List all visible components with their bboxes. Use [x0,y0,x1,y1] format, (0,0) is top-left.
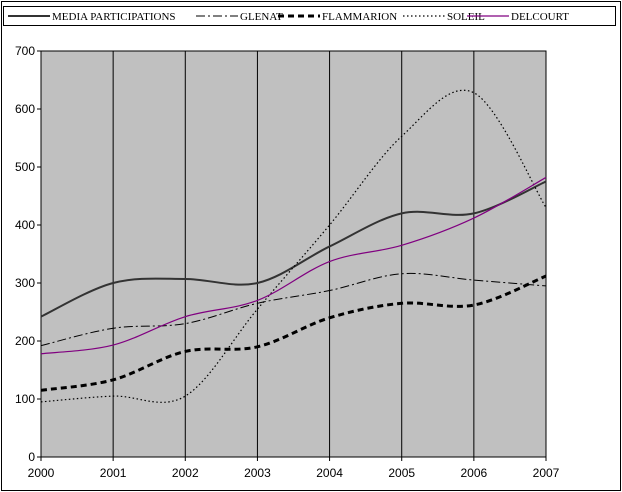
y-tick-label: 500 [15,160,35,174]
y-tick-label: 200 [15,334,35,348]
legend-label-delcourt: DELCOURT [511,11,569,23]
y-tick-label: 0 [28,450,35,464]
x-tick-label: 2007 [533,466,560,480]
x-tick-label: 2006 [461,466,488,480]
legend: MEDIA PARTICIPATIONS GLENAT FLAMMARION SOLE… [3,6,616,26]
x-tick-label: 2004 [316,466,343,480]
x-tick-label: 2005 [388,466,415,480]
y-tick-label: 300 [15,276,35,290]
series-line-glenat [40,272,547,347]
y-tick-label: 400 [15,218,35,232]
y-tick-label: 100 [15,392,35,406]
series-line-flammarion [40,274,547,392]
x-tick-label: 2000 [28,466,55,480]
legend-label-flammarion: FLAMMARION [322,11,397,23]
plot-background [40,50,547,458]
series-line-media-participations [40,180,547,318]
x-tick-label: 2001 [100,466,127,480]
legend-label-soleil: SOLEIL [447,11,485,23]
y-tick-label: 600 [15,102,35,116]
legend-label-media-participations: MEDIA PARTICIPATIONS [52,11,176,23]
legend-label-glenat: GLENAT [240,11,283,23]
y-tick-label: 700 [15,44,35,58]
x-tick-label: 2002 [172,466,199,480]
series-line-delcourt [40,176,547,355]
series-line-soleil [40,89,547,403]
plot-area: 0 100 200 300 400 500 600 700 2000 2001 2002 2003 20… [15,44,560,480]
x-tick-label: 2003 [244,466,271,480]
